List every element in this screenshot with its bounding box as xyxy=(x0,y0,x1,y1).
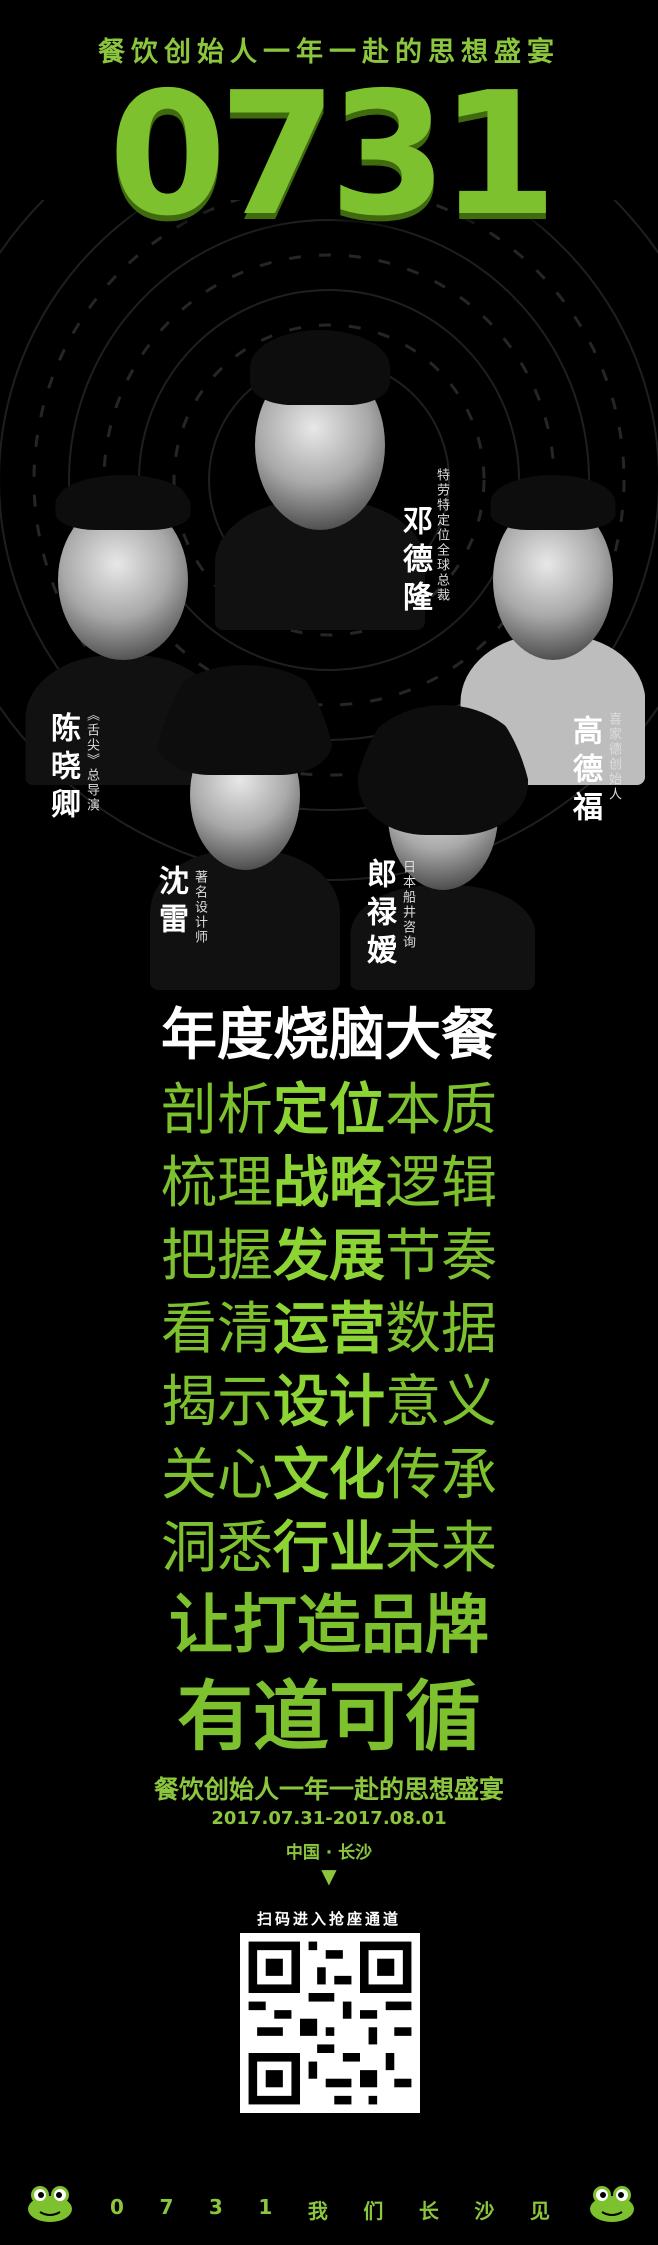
down-arrow-icon: ▼ xyxy=(321,1864,337,1888)
row-prefix: 关心 xyxy=(161,1443,273,1508)
speaker-name-chen: 陈晓卿 xyxy=(45,712,80,826)
speaker-photo-lang xyxy=(350,685,535,990)
row-keyword: 发展 xyxy=(273,1224,385,1289)
event-location: 中国 · 长沙 xyxy=(285,1843,373,1863)
row-suffix: 节奏 xyxy=(385,1224,497,1289)
slogan-line-2: 有道可循 xyxy=(177,1672,481,1761)
row-prefix: 洞悉 xyxy=(161,1516,273,1581)
footer-char: 沙 xyxy=(474,2199,495,2223)
footer-char: 3 xyxy=(208,2195,223,2219)
footer-char: 们 xyxy=(363,2199,384,2223)
row-keyword: 运营 xyxy=(273,1297,385,1362)
row-keyword: 文化 xyxy=(273,1443,385,1508)
row-suffix: 未来 xyxy=(385,1516,497,1581)
speaker-photo-deng xyxy=(215,300,425,630)
row-prefix: 把握 xyxy=(161,1224,273,1289)
headline-row: 揭示设计意义 xyxy=(0,1367,658,1439)
row-suffix: 传承 xyxy=(385,1443,497,1508)
qr-code-icon xyxy=(240,1933,420,2113)
speaker-title-chen: 《舌尖》总导演 xyxy=(84,708,99,813)
speaker-name-deng: 邓德隆 xyxy=(397,505,432,619)
headline-row: 看清运营数据 xyxy=(0,1294,658,1366)
event-dates: 2017.07.31-2017.08.01 xyxy=(211,1808,447,1829)
footer-char: 长 xyxy=(418,2199,439,2223)
footer-char: 见 xyxy=(529,2199,550,2223)
row-suffix: 本质 xyxy=(385,1078,497,1143)
row-prefix: 揭示 xyxy=(161,1370,273,1435)
row-keyword: 设计 xyxy=(273,1370,385,1435)
qr-caption: 扫码进入抢座通道 xyxy=(256,1910,401,1928)
headline-line-1: 年度烧脑大餐 xyxy=(161,1003,497,1068)
event-tagline: 餐饮创始人一年一赴的思想盛宴 xyxy=(153,1775,504,1804)
top-tagline: 餐饮创始人一年一赴的思想盛宴 xyxy=(98,37,560,68)
footer-slogan: 0 7 3 1 我 们 长 沙 见 xyxy=(110,2195,550,2224)
slogan-line-1: 让打造品牌 xyxy=(169,1589,489,1663)
row-suffix: 逻辑 xyxy=(385,1151,497,1216)
frog-mascot-left-icon xyxy=(28,2186,72,2222)
headline-row: 关心文化传承 xyxy=(0,1440,658,1512)
speaker-photo-shen xyxy=(150,640,340,990)
headline-row: 洞悉行业未来 xyxy=(0,1513,658,1585)
row-suffix: 意义 xyxy=(385,1370,497,1435)
row-keyword: 行业 xyxy=(273,1516,385,1581)
speaker-name-lang: 郎禄嫒 xyxy=(361,858,396,972)
qr-code[interactable] xyxy=(240,1933,420,2113)
row-keyword: 战略 xyxy=(273,1151,385,1216)
speaker-title-lang: 日本船井咨询 xyxy=(400,860,415,950)
footer-char: 0 xyxy=(110,2195,124,2219)
headline-number: 0731 xyxy=(108,56,557,254)
footer-char: 我 xyxy=(307,2199,328,2223)
speaker-title-gao: 喜家德创始人 xyxy=(606,712,621,802)
row-prefix: 梳理 xyxy=(161,1151,273,1216)
row-keyword: 定位 xyxy=(273,1078,385,1143)
row-prefix: 剖析 xyxy=(161,1078,273,1143)
frog-mascot-right-icon xyxy=(590,2186,634,2222)
headline-row: 梳理战略逻辑 xyxy=(0,1148,658,1220)
footer-char: 1 xyxy=(258,2195,273,2219)
speaker-name-gao: 高德福 xyxy=(567,715,602,829)
speaker-title-shen: 著名设计师 xyxy=(192,870,207,945)
row-suffix: 数据 xyxy=(385,1297,497,1362)
speaker-name-shen: 沈雷 xyxy=(153,865,188,941)
speaker-title-deng: 特劳特定位全球总裁 xyxy=(434,468,449,603)
row-prefix: 看清 xyxy=(161,1297,273,1362)
headline-row: 剖析定位本质 xyxy=(0,1075,658,1147)
footer-char: 7 xyxy=(159,2195,174,2219)
headline-row: 把握发展节奏 xyxy=(0,1221,658,1293)
